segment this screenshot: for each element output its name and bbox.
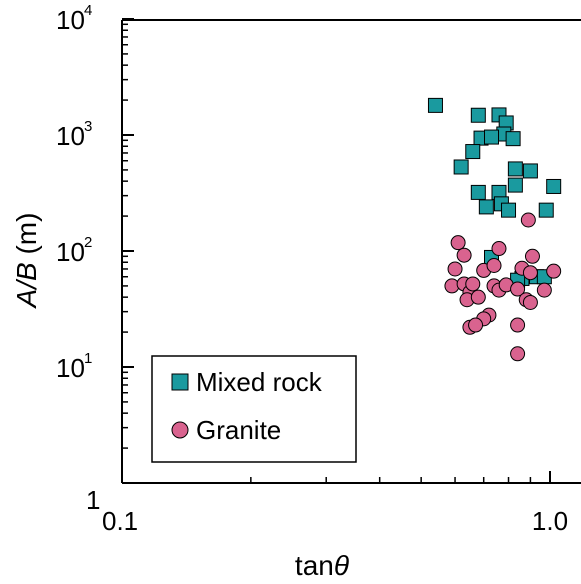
x-tick-label: 0.1 [102, 506, 138, 536]
granite-point [450, 235, 466, 251]
mixed-rock-point [465, 144, 481, 160]
granite-point [522, 294, 538, 310]
mixed-rock-point [505, 131, 521, 147]
mixed-rock-point [470, 184, 486, 200]
mixed-rock-point [522, 163, 538, 179]
granite-point [524, 248, 540, 264]
granite-point [470, 289, 486, 305]
mixed-rock-point [501, 202, 517, 218]
granite-point [520, 212, 536, 228]
mixed-rock-point [484, 129, 500, 145]
legend-square-marker [171, 373, 189, 391]
y-tick-label: 10 [56, 121, 85, 151]
legend-circle-marker [171, 421, 189, 439]
y-tick-label: 10 [56, 237, 85, 267]
granite-point [447, 261, 463, 277]
y-axis-label: A/B (m) [11, 213, 42, 310]
legend-label: Mixed rock [196, 367, 323, 397]
x-tick-label: 1.0 [532, 506, 568, 536]
mixed-rock-point [427, 97, 443, 113]
x-axis-label: tanθ [295, 550, 349, 581]
granite-point [491, 241, 507, 257]
mixed-rock-point [507, 161, 523, 177]
granite-point [510, 346, 526, 362]
y-tick-exponent: 3 [84, 118, 92, 135]
legend-label: Granite [196, 415, 281, 445]
granite-point [486, 257, 502, 273]
y-tick-label: 10 [56, 353, 85, 383]
y-tick-label: 1 [86, 485, 100, 515]
granite-point [465, 276, 481, 292]
granite-point [456, 247, 472, 263]
mixed-rock-point [538, 202, 554, 218]
mixed-rock-point [546, 178, 562, 194]
granite-point [536, 282, 552, 298]
y-tick-exponent: 4 [84, 2, 92, 19]
granite-point [510, 317, 526, 333]
y-tick-exponent: 1 [84, 350, 92, 367]
mixed-rock-point [470, 107, 486, 123]
y-tick-label: 10 [56, 5, 85, 35]
y-tick-exponent: 2 [84, 234, 92, 251]
mixed-rock-point [478, 199, 494, 215]
granite-point [546, 263, 562, 279]
mixed-rock-point [507, 177, 523, 193]
granite-point [522, 265, 538, 281]
granite-point [444, 278, 460, 294]
granite-point [468, 317, 484, 333]
granite-point [510, 281, 526, 297]
mixed-rock-point [453, 159, 469, 175]
